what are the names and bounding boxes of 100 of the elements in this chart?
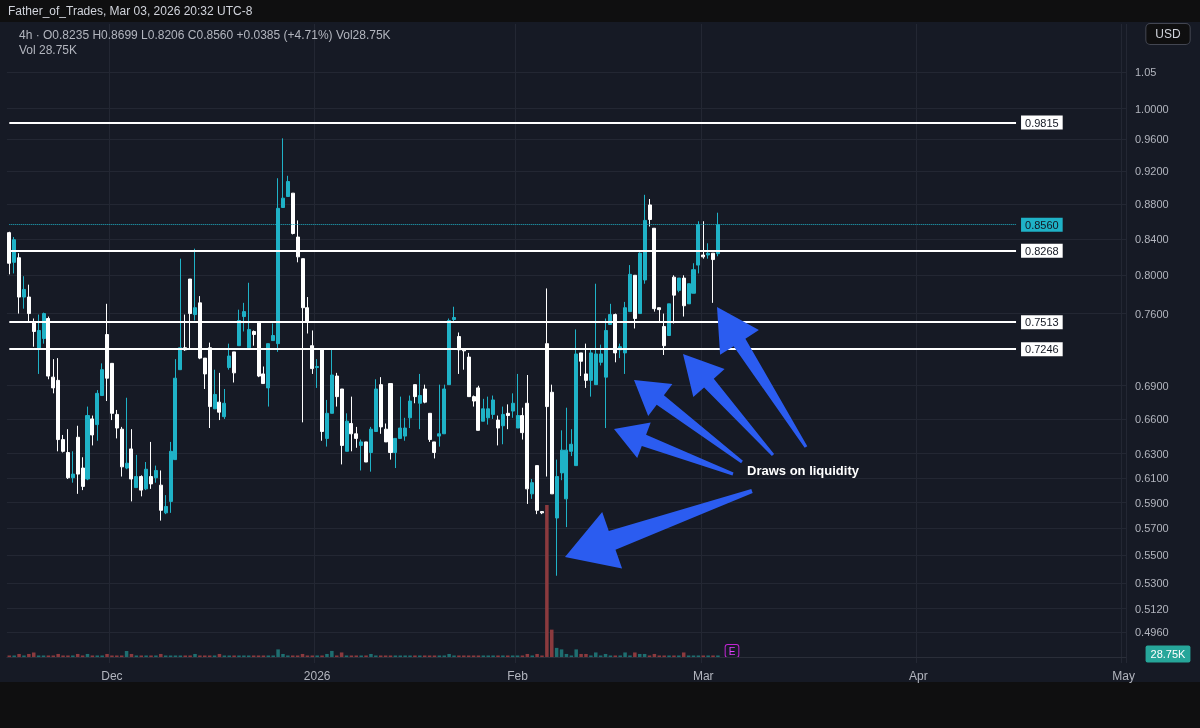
candlestick — [706, 242, 710, 260]
candlestick — [388, 383, 393, 461]
candlestick — [535, 465, 539, 515]
candlestick — [579, 352, 583, 377]
bar — [593, 652, 598, 657]
candlestick — [286, 175, 290, 197]
x-tick-label: Feb — [507, 669, 529, 683]
bar — [27, 653, 31, 657]
y-tick-label: 1.05 — [1135, 66, 1157, 79]
candlestick — [667, 303, 671, 337]
candlestick — [682, 274, 686, 318]
candlestick — [237, 309, 241, 347]
candlestick — [648, 198, 652, 227]
x-tick-label: Dec — [101, 669, 123, 683]
candlestick — [178, 258, 182, 371]
candlestick — [134, 454, 138, 489]
candlestick — [213, 369, 217, 410]
bar — [193, 653, 197, 657]
candlestick — [139, 474, 143, 497]
y-tick-label: 0.5500 — [1135, 549, 1169, 562]
y-tick-label: 0.4960 — [1135, 626, 1169, 639]
y-tick-label: 0.8800 — [1135, 198, 1169, 211]
annotation: Draws on liquidity — [747, 462, 860, 478]
y-tick-label: 0.5900 — [1135, 496, 1169, 509]
ref-line-label: 0.9815 — [1025, 116, 1059, 129]
y-tick-label: 1.0000 — [1135, 102, 1169, 115]
candlestick — [511, 392, 515, 419]
x-tick-label: 2026 — [303, 669, 331, 683]
candlestick — [71, 450, 75, 484]
candlestick — [516, 373, 520, 429]
candlestick — [447, 318, 451, 386]
candlestick — [12, 236, 16, 274]
candlestick — [149, 441, 153, 490]
y-tick-label: 0.8000 — [1135, 269, 1169, 282]
candlestick — [242, 302, 246, 332]
candlestick — [266, 343, 270, 408]
candlestick — [222, 388, 226, 420]
ref-line-label: 0.7246 — [1025, 343, 1059, 356]
x-tick-label: May — [1112, 669, 1135, 683]
candlestick — [345, 412, 349, 452]
candlestick — [159, 469, 163, 522]
candlestick — [129, 428, 133, 502]
candlestick — [247, 282, 251, 349]
candlestick — [476, 385, 480, 431]
candlestick — [154, 465, 158, 484]
x-tick-label: Mar — [692, 669, 714, 683]
candlestick — [120, 426, 124, 478]
candlestick — [432, 441, 436, 459]
candlestick — [281, 137, 285, 208]
bar — [31, 652, 36, 657]
y-tick-label: 0.9200 — [1135, 164, 1169, 177]
candlestick — [115, 409, 119, 439]
ref-line-label: 0.7513 — [1025, 316, 1059, 329]
y-tick-label: 0.5700 — [1135, 522, 1169, 535]
candlestick — [315, 358, 319, 389]
candlestick — [193, 248, 197, 321]
candlestick — [428, 412, 432, 443]
bar — [633, 652, 637, 657]
y-axis-title: USD — [1155, 27, 1181, 41]
chart-title: 4h · O0.8235 H0.8699 L0.8206 C0.8560 +0.0385 (+4.71%) Vol28.75K — [19, 28, 391, 42]
y-tick-label: 0.6100 — [1135, 471, 1169, 484]
candlestick — [66, 428, 70, 480]
candlestick — [125, 397, 129, 470]
x-tick-label: Apr — [908, 669, 928, 683]
y-tick-label: 0.8400 — [1135, 232, 1169, 245]
candlestick — [530, 478, 534, 500]
candlestick — [506, 403, 510, 430]
candlestick — [408, 395, 412, 429]
y-tick-label: 0.6600 — [1135, 412, 1169, 425]
text: 28.75K — [1150, 648, 1187, 660]
candlestick — [359, 439, 363, 471]
candlestick — [501, 406, 505, 445]
candlestick — [144, 461, 148, 491]
y-tick-label: 0.7600 — [1135, 307, 1169, 320]
y-tick-label: 0.9600 — [1135, 133, 1169, 146]
y-tick-label: 0.6900 — [1135, 379, 1169, 392]
bar — [17, 653, 21, 657]
candlestick — [22, 275, 26, 310]
candlestick — [423, 384, 427, 404]
candlestick — [291, 192, 295, 235]
bar — [574, 649, 578, 657]
candlestick — [164, 494, 168, 515]
y-tick-label: 0.5300 — [1135, 576, 1169, 589]
text: Vol 28.75K — [19, 43, 78, 57]
candlestick — [413, 384, 417, 404]
candlestick — [227, 343, 231, 371]
y-tick-label: 0.5120 — [1135, 602, 1169, 615]
bar — [159, 653, 163, 657]
candlestick — [364, 441, 368, 463]
candlestick — [85, 406, 90, 481]
ref-line-label: 0.8268 — [1025, 244, 1059, 257]
bar — [339, 652, 344, 657]
candlestick — [555, 459, 559, 577]
bar — [681, 652, 686, 657]
candlestick — [677, 277, 681, 293]
candlestick — [418, 373, 422, 430]
ref-line-label: 0.8560 — [1025, 218, 1059, 231]
candlestick — [452, 306, 456, 323]
candlestick — [217, 372, 221, 421]
y-tick-label: 0.6300 — [1135, 447, 1169, 460]
